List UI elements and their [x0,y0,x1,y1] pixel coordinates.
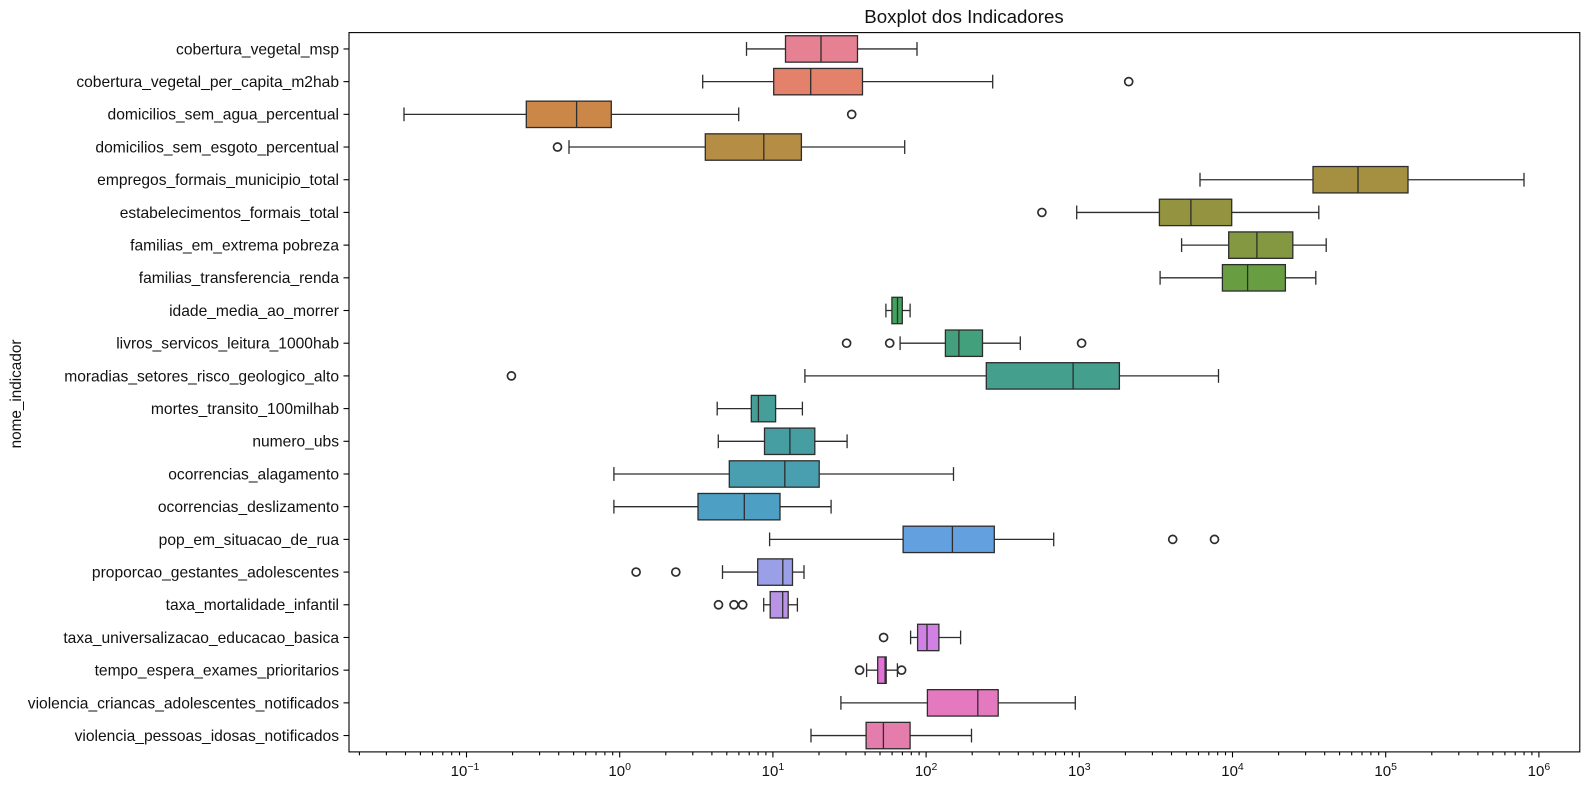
svg-text:numero_ubs: numero_ubs [252,434,339,451]
svg-text:cobertura_vegetal_per_capita_m: cobertura_vegetal_per_capita_m2hab [76,74,339,91]
svg-text:nome_indicador: nome_indicador [8,340,25,449]
svg-text:estabelecimentos_formais_total: estabelecimentos_formais_total [120,205,339,222]
svg-text:proporcao_gestantes_adolescent: proporcao_gestantes_adolescentes [92,564,339,581]
svg-text:moradias_setores_risco_geologi: moradias_setores_risco_geologico_alto [64,368,339,385]
svg-text:ocorrencias_deslizamento: ocorrencias_deslizamento [158,499,339,516]
svg-text:idade_media_ao_morrer: idade_media_ao_morrer [169,303,339,320]
svg-text:ocorrencias_alagamento: ocorrencias_alagamento [168,466,339,483]
svg-text:cobertura_vegetal_msp: cobertura_vegetal_msp [176,41,339,58]
svg-text:taxa_universalizacao_educacao_: taxa_universalizacao_educacao_basica [63,630,339,647]
svg-text:taxa_mortalidade_infantil: taxa_mortalidade_infantil [166,597,339,614]
svg-text:domicilios_sem_agua_percentual: domicilios_sem_agua_percentual [108,107,339,124]
svg-text:mortes_transito_100milhab: mortes_transito_100milhab [151,401,339,418]
svg-text:familias_em_extrema pobreza: familias_em_extrema pobreza [130,238,339,255]
svg-text:livros_servicos_leitura_1000ha: livros_servicos_leitura_1000hab [116,336,339,353]
svg-text:Boxplot dos Indicadores: Boxplot dos Indicadores [864,6,1063,27]
svg-text:violencia_criancas_adolescente: violencia_criancas_adolescentes_notifica… [28,695,339,712]
svg-text:pop_em_situacao_de_rua: pop_em_situacao_de_rua [159,532,340,549]
svg-text:tempo_espera_exames_prioritari: tempo_espera_exames_prioritarios [95,663,340,680]
svg-text:familias_transferencia_renda: familias_transferencia_renda [139,270,340,287]
svg-text:violencia_pessoas_idosas_notif: violencia_pessoas_idosas_notificados [75,728,340,745]
svg-text:domicilios_sem_esgoto_percentu: domicilios_sem_esgoto_percentual [95,139,339,156]
svg-text:empregos_formais_municipio_tot: empregos_formais_municipio_total [97,172,339,189]
